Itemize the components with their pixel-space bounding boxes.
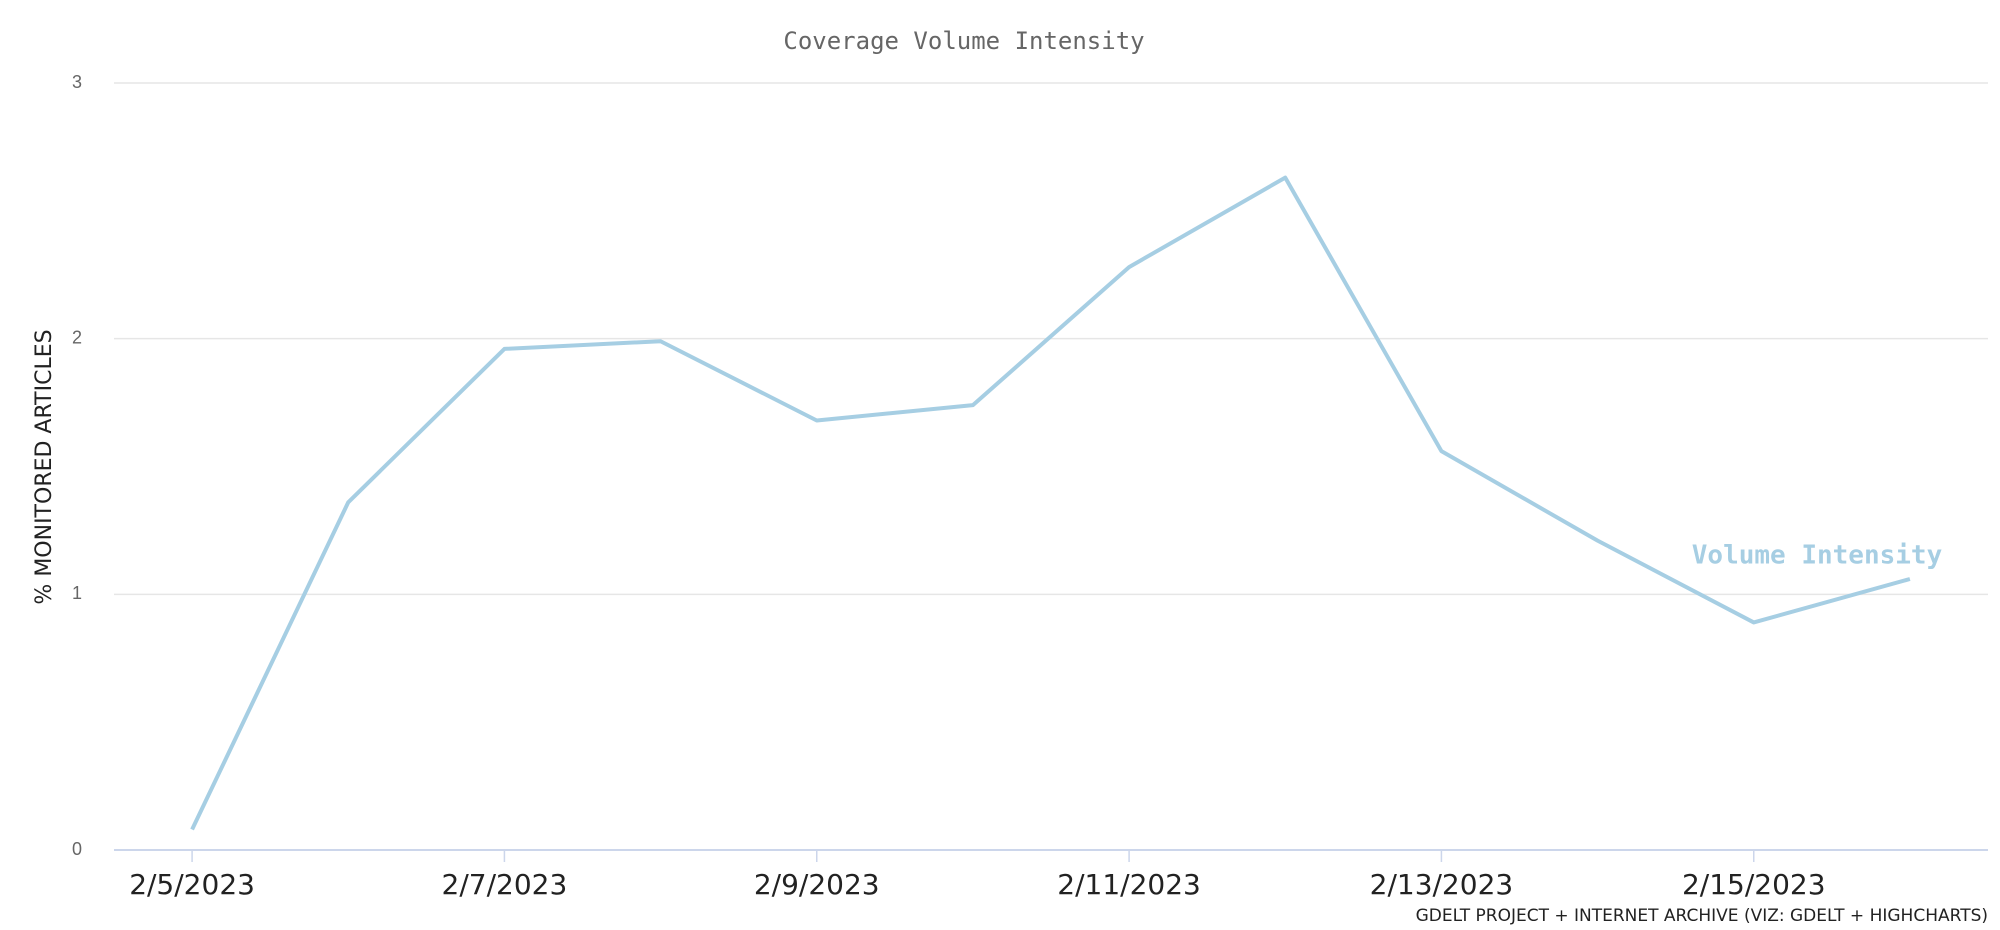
x-tick-label: 2/15/2023 [1682, 868, 1826, 901]
x-tick-label: 2/13/2023 [1370, 868, 1514, 901]
y-tick-label: 3 [72, 72, 82, 92]
x-tick-label: 2/11/2023 [1057, 868, 1201, 901]
y-axis-label: % MONITORED ARTICLES [32, 329, 57, 604]
chart-title: Coverage Volume Intensity [783, 27, 1144, 55]
y-tick-label: 0 [72, 839, 82, 859]
x-tick-label: 2/7/2023 [442, 868, 568, 901]
data-line [190, 175, 1911, 831]
x-tick-label: 2/9/2023 [754, 868, 880, 901]
y-tick-label: 1 [72, 583, 82, 603]
x-tick-label: 2/5/2023 [129, 868, 255, 901]
y-tick-label: 2 [72, 327, 82, 347]
credits: GDELT PROJECT + INTERNET ARCHIVE (VIZ: G… [1416, 906, 1988, 926]
series-label: Volume Intensity [1692, 541, 1942, 571]
